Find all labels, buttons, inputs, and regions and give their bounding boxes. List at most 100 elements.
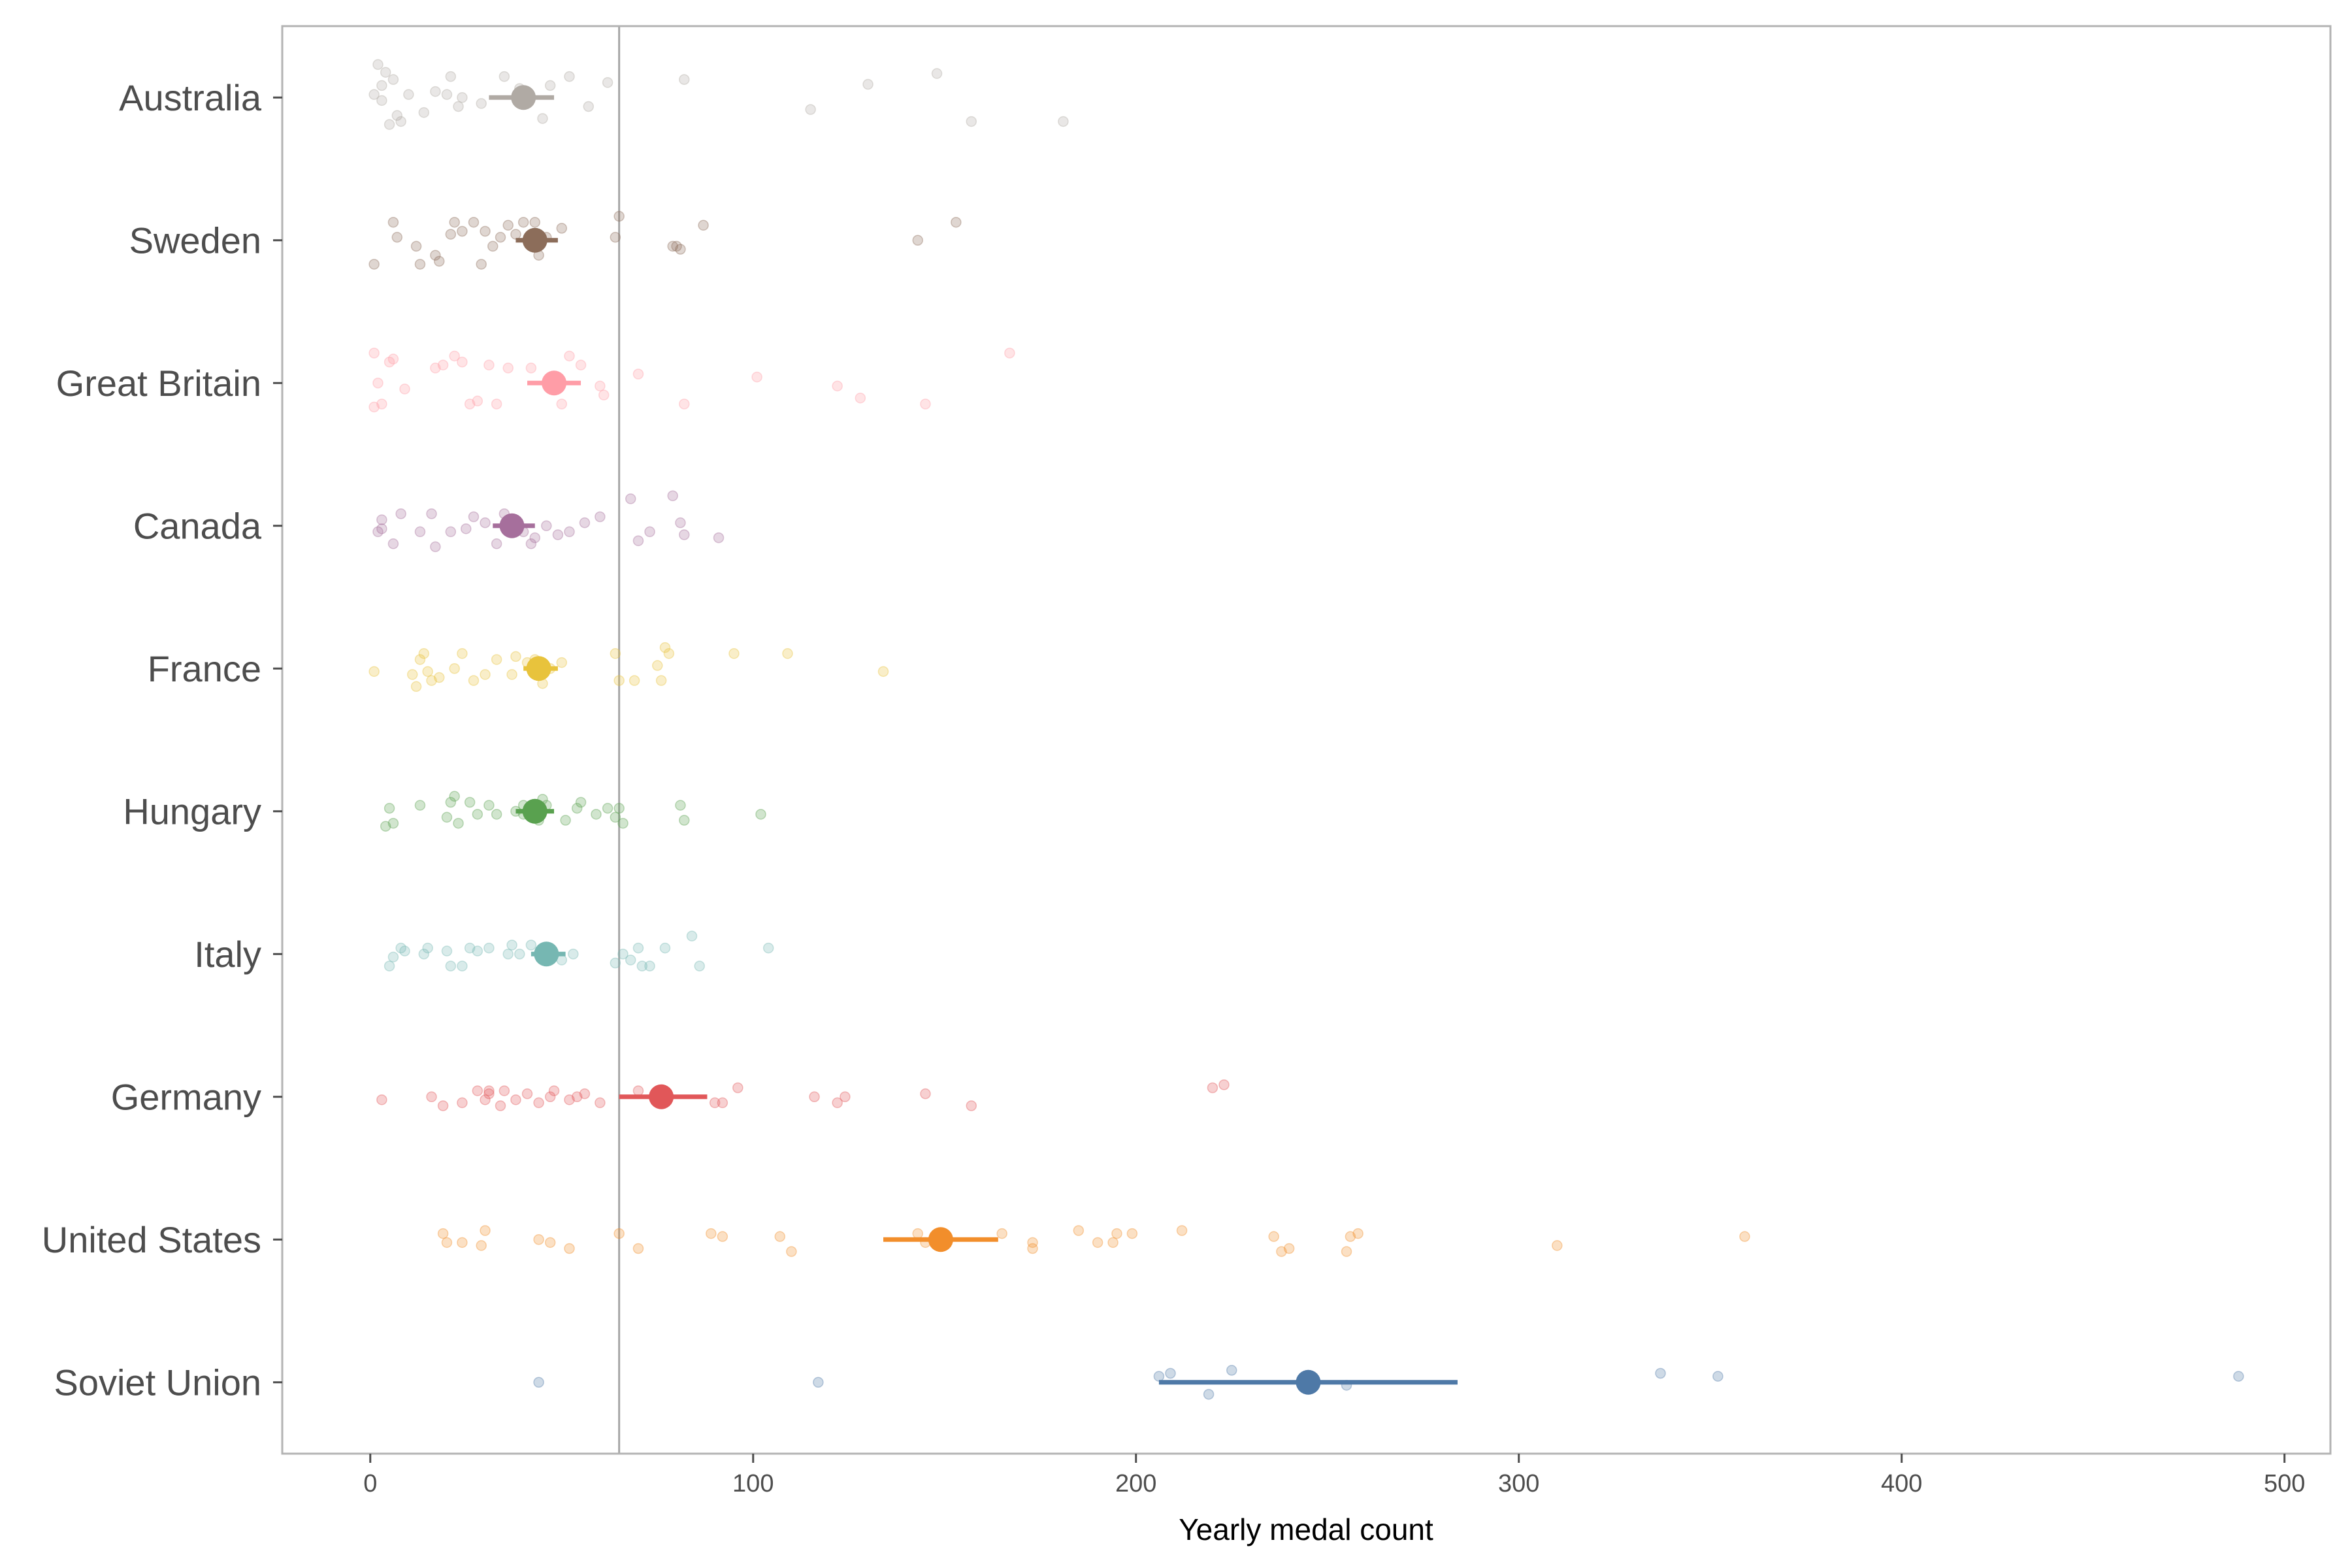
data-point-italy xyxy=(632,942,644,954)
x-tick-label-400: 400 xyxy=(1881,1470,1922,1497)
data-point-great-britain xyxy=(368,348,380,359)
data-point-hungary xyxy=(571,802,583,814)
data-point-united-states xyxy=(1126,1228,1138,1239)
data-point-australia xyxy=(537,113,548,124)
data-point-great-britain xyxy=(376,399,387,410)
data-point-italy xyxy=(457,960,468,972)
data-point-germany xyxy=(521,1088,533,1100)
data-point-italy xyxy=(514,949,525,960)
data-point-great-britain xyxy=(598,389,610,400)
mean-ci-layer xyxy=(489,85,1458,1395)
data-point-sweden xyxy=(457,225,468,237)
data-point-great-britain xyxy=(751,371,762,383)
x-tick-label-100: 100 xyxy=(732,1470,774,1497)
data-point-germany xyxy=(480,1094,491,1105)
data-point-hungary xyxy=(380,821,391,832)
data-point-united-states xyxy=(1111,1228,1122,1239)
data-point-australia xyxy=(931,68,943,79)
y-tick-label-soviet-union: Soviet Union xyxy=(54,1362,261,1403)
data-point-united-states xyxy=(533,1234,544,1245)
data-point-france xyxy=(652,660,663,671)
data-point-france xyxy=(877,666,889,678)
data-point-united-states xyxy=(1027,1243,1038,1254)
data-point-hungary xyxy=(441,811,453,823)
y-tick-label-germany: Germany xyxy=(111,1076,261,1117)
data-point-france xyxy=(510,651,521,662)
data-point-france xyxy=(422,666,433,678)
y-tick-label-canada: Canada xyxy=(133,505,262,546)
data-point-australia xyxy=(418,106,430,118)
data-point-sweden xyxy=(387,216,399,228)
data-point-soviet-union xyxy=(1203,1388,1215,1400)
data-point-great-britain xyxy=(491,399,502,410)
data-point-great-britain xyxy=(575,359,587,370)
data-point-italy xyxy=(387,951,399,963)
data-point-united-states xyxy=(706,1228,717,1239)
data-point-germany xyxy=(564,1094,575,1105)
data-point-sweden xyxy=(698,220,709,231)
mean-point-sweden xyxy=(522,227,547,253)
data-point-canada xyxy=(713,532,725,544)
data-point-sweden xyxy=(487,240,498,252)
data-point-hungary xyxy=(617,817,629,829)
data-point-france xyxy=(480,669,491,680)
data-point-sweden xyxy=(610,231,621,243)
data-point-soviet-union xyxy=(1712,1371,1723,1382)
data-point-great-britain xyxy=(855,392,866,404)
data-point-great-britain xyxy=(556,399,568,410)
data-point-hungary xyxy=(679,815,690,826)
y-tick-label-australia: Australia xyxy=(119,77,262,118)
data-point-australia xyxy=(862,78,874,90)
y-tick-label-hungary: Hungary xyxy=(123,791,261,832)
data-point-france xyxy=(613,675,625,686)
data-point-canada xyxy=(595,511,606,523)
data-point-australia xyxy=(476,98,487,109)
data-point-canada xyxy=(376,514,387,525)
data-point-canada xyxy=(426,508,437,519)
data-point-france xyxy=(782,648,793,659)
data-point-france xyxy=(655,675,667,686)
data-point-sweden xyxy=(613,210,625,222)
data-point-italy xyxy=(464,942,476,954)
jitter-points-layer xyxy=(368,59,2244,1400)
data-point-sweden xyxy=(502,220,514,231)
data-point-france xyxy=(506,669,517,680)
data-point-italy xyxy=(644,960,655,972)
data-point-germany xyxy=(548,1085,560,1096)
data-point-hungary xyxy=(384,802,395,814)
data-point-australia xyxy=(679,74,690,85)
data-point-great-britain xyxy=(679,399,690,410)
y-tick-label-sweden: Sweden xyxy=(129,220,261,261)
data-point-hungary xyxy=(472,809,483,820)
data-point-united-states xyxy=(912,1228,923,1239)
data-point-sweden xyxy=(449,216,460,228)
data-point-sweden xyxy=(430,250,441,261)
data-point-germany xyxy=(544,1091,556,1102)
data-point-united-states xyxy=(1107,1237,1119,1249)
data-point-hungary xyxy=(610,811,621,823)
data-point-great-britain xyxy=(502,363,514,374)
data-point-france xyxy=(426,675,437,686)
data-point-great-britain xyxy=(920,399,931,410)
data-point-italy xyxy=(525,939,537,951)
data-point-france xyxy=(659,642,671,653)
data-point-australia xyxy=(391,110,403,122)
data-point-canada xyxy=(468,511,480,523)
data-point-germany xyxy=(483,1085,495,1096)
data-point-great-britain xyxy=(832,380,843,392)
data-point-sweden xyxy=(675,244,686,255)
mean-point-italy xyxy=(534,941,559,967)
data-point-australia xyxy=(544,80,556,91)
data-point-great-britain xyxy=(1004,348,1015,359)
data-point-soviet-union xyxy=(1655,1367,1666,1379)
data-point-sweden xyxy=(667,240,678,252)
data-point-soviet-union xyxy=(533,1377,544,1388)
data-point-soviet-union xyxy=(2233,1371,2244,1382)
data-point-great-britain xyxy=(457,356,468,368)
data-point-australia xyxy=(966,116,977,127)
data-point-germany xyxy=(437,1100,449,1111)
data-point-germany xyxy=(495,1100,506,1111)
data-point-italy xyxy=(445,960,457,972)
data-point-italy xyxy=(384,960,395,972)
data-point-hungary xyxy=(453,817,464,829)
